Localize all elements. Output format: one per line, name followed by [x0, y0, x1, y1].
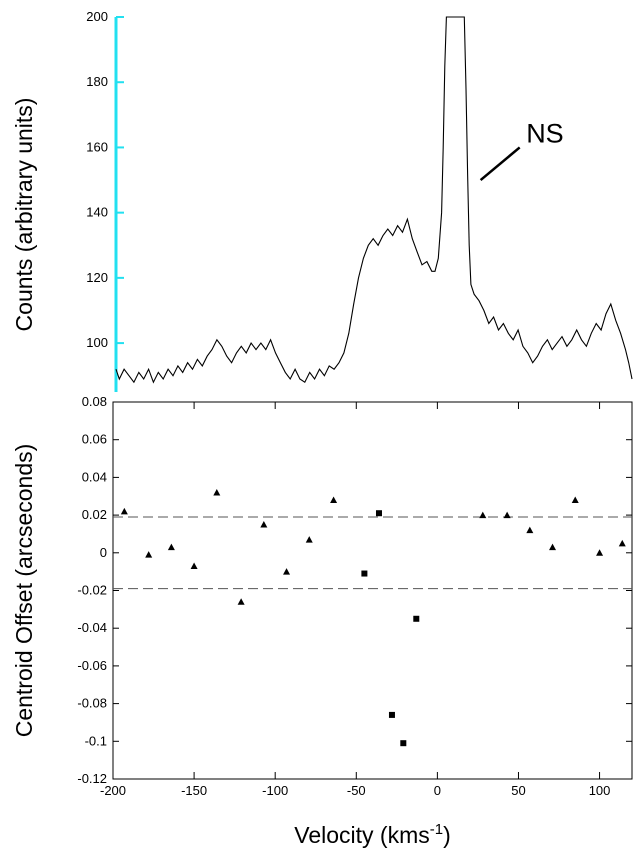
triangle-data-point	[237, 598, 245, 605]
counts-y-tick-label: 180	[86, 74, 108, 89]
centroid-y-tick-label: 0	[100, 545, 107, 560]
centroid-y-tick-label: 0.04	[82, 469, 107, 484]
square-data-point	[361, 570, 368, 577]
triangle-data-point	[503, 511, 511, 519]
centroid-y-axis-title: Centroid Offset (arcseconds)	[11, 444, 37, 738]
square-data-point	[400, 740, 407, 747]
triangle-data-point	[167, 543, 175, 551]
velocity-x-axis-title: Velocity (kms-1)	[294, 821, 451, 848]
counts-y-axis-title: Counts (arbitrary units)	[11, 98, 37, 332]
velocity-x-tick-label: -200	[100, 783, 126, 798]
triangle-data-point	[618, 539, 626, 547]
triangle-data-point	[549, 543, 557, 551]
triangle-data-point	[213, 488, 221, 496]
velocity-x-tick-label: -150	[181, 783, 207, 798]
velocity-x-tick-label: -50	[347, 783, 366, 798]
centroid-y-tick-label: 0.02	[82, 507, 107, 522]
counts-y-tick-label: 160	[86, 139, 108, 154]
square-data-point	[413, 615, 420, 622]
velocity-x-tick-label: 0	[434, 783, 441, 798]
centroid-y-tick-label: 0.06	[82, 432, 107, 447]
square-data-point	[375, 510, 382, 517]
triangle-data-point	[120, 507, 128, 515]
velocity-x-tick-label: 50	[511, 783, 525, 798]
counts-spectrum-line	[115, 16, 633, 384]
triangle-data-point	[571, 496, 579, 504]
centroid-y-tick-label: -0.12	[77, 771, 107, 786]
centroid-y-tick-label: 0.08	[82, 394, 107, 409]
counts-y-ticks: 100 120 140 160 180 200	[86, 9, 124, 350]
ns-annotation-label: NS	[526, 118, 564, 148]
triangle-data-point	[190, 562, 198, 569]
triangle-data-point	[526, 526, 534, 534]
velocity-x-tick-label: -100	[262, 783, 288, 798]
centroid-data-points	[120, 488, 626, 747]
triangle-data-point	[145, 551, 153, 558]
centroid-y-tick-label: -0.1	[85, 733, 107, 748]
x-axis-title-main: Velocity (kms	[294, 822, 429, 848]
counts-panel: 100 120 140 160 180 200 NS Counts (arbitrary …	[11, 9, 633, 392]
x-axis-title-suffix: )	[443, 822, 451, 848]
centroid-y-ticks: 0.08 0.06 0.04 0.02 0 -0.02 -0.04 -0.06 -0.08 -0.…	[77, 394, 632, 786]
velocity-x-tick-label: 100	[589, 783, 611, 798]
counts-y-tick-label: 100	[86, 335, 108, 350]
triangle-data-point	[260, 521, 268, 528]
centroid-y-tick-label: -0.02	[77, 583, 107, 598]
centroid-panel: 0.08 0.06 0.04 0.02 0 -0.02 -0.04 -0.06 -0.08 -0.…	[11, 394, 633, 848]
triangle-data-point	[479, 511, 487, 519]
velocity-x-ticks: -200 -150 -100 -50 0 50 100	[100, 402, 610, 798]
counts-y-tick-label: 120	[86, 270, 108, 285]
centroid-y-tick-label: -0.08	[77, 696, 107, 711]
centroid-y-tick-label: -0.06	[77, 658, 107, 673]
ns-annotation-pointer	[479, 146, 521, 182]
triangle-data-point	[283, 568, 291, 575]
centroid-y-tick-label: -0.04	[77, 620, 107, 635]
triangle-data-point	[305, 536, 313, 543]
counts-y-tick-label: 140	[86, 205, 108, 220]
square-data-point	[388, 711, 395, 718]
counts-y-tick-label: 200	[86, 9, 108, 24]
x-axis-title-sup: -1	[430, 821, 443, 838]
centroid-plot-frame	[112, 401, 633, 780]
triangle-data-point	[330, 496, 338, 504]
reference-dashed-lines	[113, 516, 632, 590]
triangle-data-point	[596, 549, 604, 556]
